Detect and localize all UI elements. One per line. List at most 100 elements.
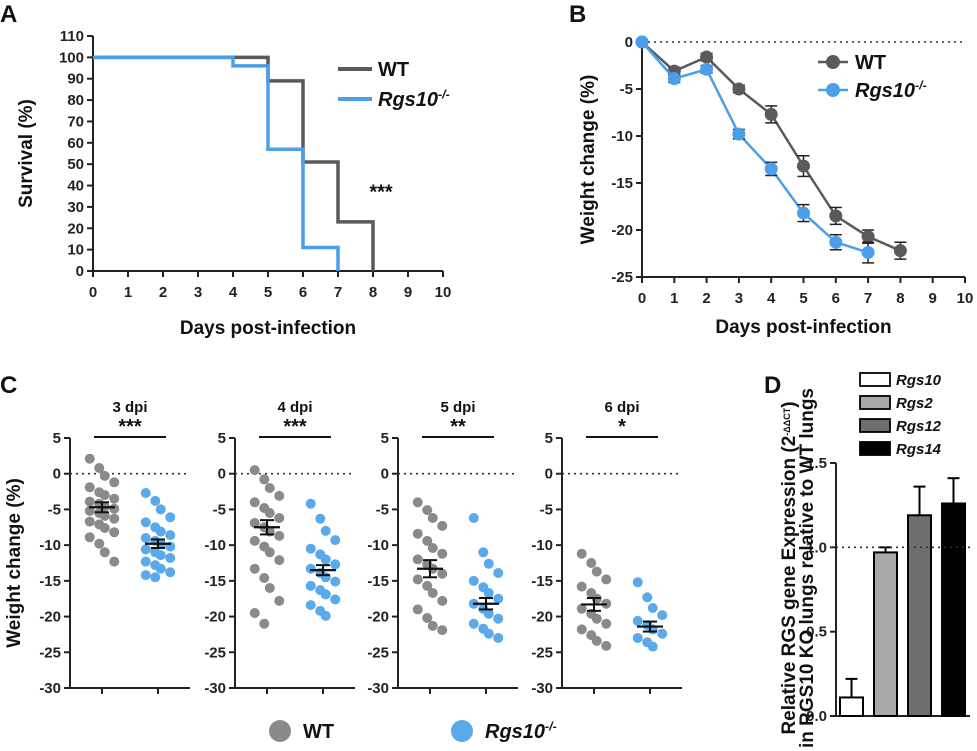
c-3dpi-y-tick-label: 5 bbox=[53, 430, 61, 447]
a-x-tick-label: 8 bbox=[369, 284, 377, 301]
c-4dpi-ko-point bbox=[305, 563, 316, 574]
c-5dpi-y-tick-label: -25 bbox=[367, 644, 389, 661]
c-4dpi-wt-point bbox=[264, 547, 275, 558]
b-legend-ko-label: Rgs10-/- bbox=[855, 78, 927, 102]
b-legend-ko-label-sup: -/- bbox=[915, 78, 927, 92]
a-x-tick-label: 9 bbox=[404, 284, 412, 301]
a-y-tick-label: 80 bbox=[67, 92, 84, 109]
d-legend-rgs2-label: Rgs2 bbox=[896, 395, 933, 412]
panel-label-c: C bbox=[0, 372, 17, 399]
c-5dpi-ko-point bbox=[493, 593, 504, 604]
c-3dpi-wt-point bbox=[94, 463, 105, 473]
c-6dpi-ko-point bbox=[632, 633, 643, 643]
b-x-tick-label: 0 bbox=[638, 290, 646, 307]
c-5dpi-wt-point bbox=[412, 604, 423, 615]
a-x-tick-label: 7 bbox=[334, 284, 342, 301]
c-3dpi-wt-point bbox=[109, 527, 120, 538]
c-6dpi-ko-point bbox=[632, 577, 643, 588]
b-y-tick-label: -25 bbox=[611, 269, 633, 286]
b-x-tick-label: 7 bbox=[864, 290, 872, 307]
c-5dpi-ko-point bbox=[483, 588, 494, 598]
c-5dpi-ko-point bbox=[483, 608, 494, 619]
b-x-tick-label: 1 bbox=[670, 290, 678, 307]
b-ko-point bbox=[797, 206, 810, 220]
a-y-tick-label: 70 bbox=[67, 113, 84, 130]
b-y-tick-label: -5 bbox=[620, 81, 633, 98]
c-4dpi-wt-point bbox=[249, 497, 260, 508]
b-ko-point bbox=[635, 35, 649, 49]
c-5dpi-ko-point bbox=[483, 628, 494, 639]
c-4dpi-wt-point bbox=[249, 563, 260, 574]
c-3dpi-wt-point bbox=[84, 532, 95, 543]
c-5dpi-ko-point bbox=[468, 575, 479, 586]
a-significance-annotation: *** bbox=[369, 182, 393, 204]
c-4dpi-wt-point bbox=[264, 583, 275, 593]
b-ko-point bbox=[829, 235, 843, 249]
c-4dpi-wt-point bbox=[274, 490, 285, 501]
c-3dpi-ko-point bbox=[140, 533, 151, 543]
c-4dpi-wt-point bbox=[249, 535, 260, 546]
c-5dpi-wt-point bbox=[422, 535, 433, 546]
c-5dpi-y-tick-label: -5 bbox=[376, 501, 389, 518]
c-4dpi-wt-point bbox=[259, 474, 270, 485]
d-legend-rgs14-label: Rgs14 bbox=[896, 441, 942, 458]
a-y-tick-label: 60 bbox=[67, 135, 84, 152]
b-ko-point bbox=[764, 162, 778, 176]
c-5dpi-y-tick-label: 0 bbox=[381, 466, 389, 483]
c-4dpi-ko-point bbox=[330, 594, 341, 605]
a-y-tick-label: 50 bbox=[67, 156, 84, 173]
b-wt-point bbox=[700, 50, 714, 64]
c-5dpi-y-tick-label: 5 bbox=[381, 430, 389, 447]
c-3dpi-y-tick-label: 0 bbox=[53, 466, 61, 483]
a-x-tick-label: 4 bbox=[229, 284, 238, 301]
c-5dpi-title: 5 dpi bbox=[440, 399, 475, 416]
c-4dpi-ko-point bbox=[320, 525, 331, 536]
c-5dpi-y-tick-label: -10 bbox=[367, 537, 389, 554]
a-y-axis-label: Survival (%) bbox=[16, 99, 37, 208]
c-3dpi-wt-point bbox=[99, 547, 110, 558]
b-wt-point bbox=[829, 209, 843, 223]
panel-label-b: B bbox=[569, 1, 586, 28]
c-legend-ko-label-sup: -/- bbox=[545, 719, 557, 733]
c-4dpi-ko-point bbox=[305, 600, 316, 611]
c-4dpi-ko-point bbox=[320, 589, 331, 600]
c-4dpi-wt-point bbox=[274, 530, 285, 541]
c-5dpi-wt-point bbox=[412, 574, 423, 585]
c-4dpi-y-tick-label: 5 bbox=[218, 430, 226, 447]
c-3dpi-wt-point bbox=[109, 477, 120, 488]
c-5dpi-ko-point bbox=[493, 568, 504, 578]
b-wt-point bbox=[893, 244, 907, 258]
c-3dpi-wt-point bbox=[84, 496, 95, 507]
c-3dpi-ko-point bbox=[165, 530, 176, 541]
a-y-tick-label: 30 bbox=[67, 199, 84, 216]
d-bar-rgs10 bbox=[839, 696, 864, 717]
c-6dpi-ko-point bbox=[647, 603, 658, 613]
d-y-axis-label-main: Relative RGS gene Expression (2 bbox=[779, 436, 800, 735]
c-4dpi-wt-point bbox=[264, 508, 275, 518]
c-3dpi-wt-point bbox=[84, 482, 95, 493]
c-3dpi-wt-point bbox=[94, 538, 105, 549]
c-5dpi-wt-point bbox=[422, 613, 433, 623]
d-legend-rgs10-swatch bbox=[859, 372, 891, 387]
c-4dpi-wt-point bbox=[259, 573, 270, 583]
b-wt-point bbox=[797, 159, 810, 173]
c-5dpi-wt-point bbox=[422, 580, 433, 591]
b-y-tick-label: -15 bbox=[611, 175, 633, 192]
a-y-tick-label: 90 bbox=[67, 71, 84, 88]
c-6dpi-wt-point bbox=[591, 566, 602, 577]
c-5dpi-y-tick-label: -30 bbox=[367, 680, 389, 697]
c-6dpi-y-tick-label: -10 bbox=[531, 537, 553, 554]
c-3dpi-ko-point bbox=[140, 570, 151, 581]
c-3dpi-wt-point bbox=[109, 493, 120, 504]
d-legend-rgs2-swatch bbox=[859, 395, 891, 410]
d-legend-rgs10-label: Rgs10 bbox=[896, 372, 942, 389]
b-x-tick-label: 5 bbox=[799, 290, 807, 307]
c-4dpi-ko-point bbox=[330, 576, 341, 587]
c-legend-wt-label: WT bbox=[303, 721, 334, 743]
c-4dpi-title: 4 dpi bbox=[277, 399, 312, 416]
c-3dpi-ko-point bbox=[165, 567, 176, 578]
c-5dpi-wt-point bbox=[412, 528, 423, 539]
c-5dpi-y-tick-label: -20 bbox=[367, 609, 389, 626]
c-6dpi-ko-point bbox=[632, 615, 643, 626]
c-legend-ko-label-base: Rgs10 bbox=[485, 721, 545, 743]
